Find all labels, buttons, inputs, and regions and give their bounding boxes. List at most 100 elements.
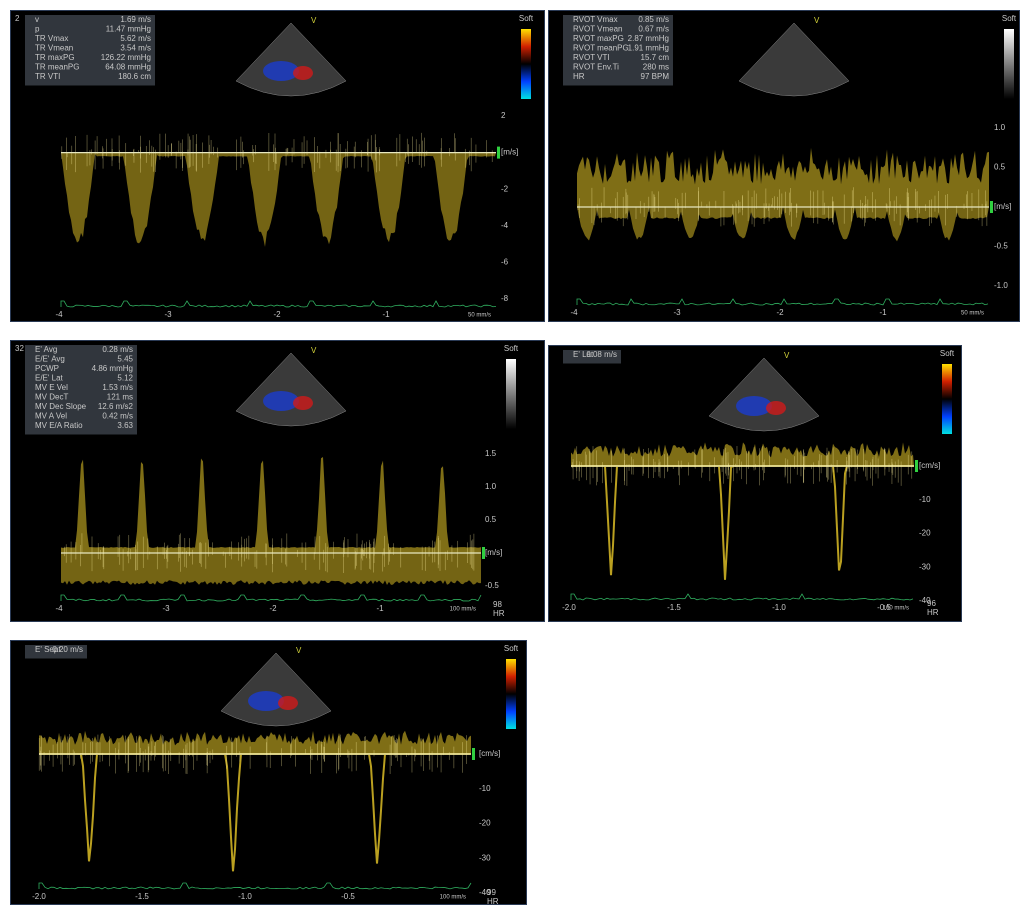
measurement-value: 5.62 m/s <box>120 34 151 43</box>
doppler-envelope <box>61 153 496 247</box>
measurement-value: 0.67 m/s <box>638 25 669 34</box>
color-flow <box>293 396 313 410</box>
y-tick-label: -30 <box>919 562 931 571</box>
screenshot: V2Softv1.69 m/sp11.47 mmHgTR Vmax5.62 m/… <box>0 0 1025 907</box>
sweep-speed: 100 mm/s <box>450 607 476 613</box>
panel-index: 2 <box>15 14 20 23</box>
measurement-label: TR VTI <box>35 72 60 81</box>
doppler-envelope <box>577 148 989 207</box>
measurement-label: RVOT Vmean <box>573 25 623 34</box>
y-tick-label: -1.0 <box>994 281 1008 290</box>
measurement-value: 1.69 m/s <box>120 15 151 24</box>
panel-index: 32 <box>15 344 24 353</box>
measurement-value: 12.6 m/s2 <box>98 402 134 411</box>
y-tick-label: -8 <box>501 294 509 303</box>
heart-rate-unit: HR <box>487 897 499 906</box>
measurement-label: MV A Vel <box>35 412 67 421</box>
y-tick-label: -0.5 <box>485 581 499 590</box>
baseline-marker <box>472 748 475 760</box>
measurement-label: E/E' Lat <box>35 374 64 383</box>
heart-rate: 96 <box>927 599 936 608</box>
ecg-trace <box>577 299 988 305</box>
heart-rate: 98 <box>493 600 502 609</box>
y-tick-label: [m/s] <box>485 548 502 557</box>
measurement-label: MV Dec Slope <box>35 402 87 411</box>
doppler-envelope <box>39 754 471 871</box>
measurement-value: 121 ms <box>107 393 133 402</box>
measurement-value: 0.28 m/s <box>102 345 133 354</box>
y-tick-label: 2 <box>501 111 506 120</box>
measurement-value: 180.6 cm <box>118 72 151 81</box>
measurement-value: 3.54 m/s <box>120 44 151 53</box>
x-tick-label: -3 <box>162 604 170 613</box>
ultrasound-sector <box>236 23 346 96</box>
mode-label: Soft <box>519 14 534 23</box>
color-bar <box>506 359 516 429</box>
ultrasound-sector <box>221 653 331 726</box>
measurement-label: TR meanPG <box>35 63 79 72</box>
measurement-label: RVOT maxPG <box>573 34 624 43</box>
measurement-label: v <box>35 15 39 24</box>
doppler-envelope <box>39 731 471 754</box>
baseline-marker <box>915 460 918 472</box>
panel-canvas: VSoftE' Lat0.08 m/s[cm/s]-10-20-30-40-2.… <box>549 346 963 623</box>
measurement-label: E/E' Avg <box>35 355 65 364</box>
y-tick-label: -2 <box>501 184 509 193</box>
ecg-trace <box>61 595 481 601</box>
y-tick-label: -20 <box>919 529 931 538</box>
color-flow <box>278 696 298 710</box>
view-label: V <box>296 646 302 655</box>
measurement-label: PCWP <box>35 364 59 373</box>
ultrasound-sector <box>709 358 819 431</box>
doppler-envelope <box>571 442 914 466</box>
sweep-speed: 100 mm/s <box>440 895 466 901</box>
y-tick-label: 1.0 <box>485 482 497 491</box>
x-tick-label: -1.5 <box>135 892 149 901</box>
y-tick-label: 0.5 <box>994 163 1006 172</box>
x-tick-label: -2 <box>776 308 784 317</box>
heart-rate-unit: HR <box>493 609 505 618</box>
ecg-trace <box>61 301 496 307</box>
color-bar <box>506 659 516 729</box>
measurement-label: RVOT VTI <box>573 53 610 62</box>
measurement-value: 5.12 <box>117 374 133 383</box>
y-tick-label: [m/s] <box>994 202 1011 211</box>
x-tick-label: -3 <box>164 310 172 319</box>
measurement-label: MV DecT <box>35 393 68 402</box>
y-tick-label: -10 <box>479 784 491 793</box>
measurement-label: TR Vmax <box>35 34 68 43</box>
echo-panel: V2Softv1.69 m/sp11.47 mmHgTR Vmax5.62 m/… <box>10 10 545 322</box>
measurement-label: RVOT Vmax <box>573 15 618 24</box>
x-tick-label: -3 <box>673 308 681 317</box>
x-tick-label: -1 <box>382 310 390 319</box>
x-tick-label: -4 <box>55 604 63 613</box>
measurement-label: RVOT meanPG <box>573 44 629 53</box>
measurement-value: 0.42 m/s <box>102 412 133 421</box>
x-tick-label: -1.0 <box>772 603 786 612</box>
y-tick-label: -20 <box>479 819 491 828</box>
sweep-speed: 50 mm/s <box>961 311 984 317</box>
ecg-trace <box>571 594 913 600</box>
x-tick-label: -0.5 <box>341 892 355 901</box>
heart-rate-unit: HR <box>927 608 939 617</box>
y-tick-label: [m/s] <box>501 148 518 157</box>
y-tick-label: -0.5 <box>994 242 1008 251</box>
measurement-value: 0.20 m/s <box>52 645 83 654</box>
measurement-value: 1.53 m/s <box>102 383 133 392</box>
measurement-label: TR Vmean <box>35 44 73 53</box>
measurement-value: 15.7 cm <box>641 53 670 62</box>
sweep-speed: 100 mm/s <box>883 606 909 612</box>
doppler-envelope <box>571 466 914 580</box>
doppler-envelope <box>61 553 481 585</box>
x-tick-label: -1.0 <box>238 892 252 901</box>
view-label: V <box>784 351 790 360</box>
doppler-envelope <box>61 457 481 553</box>
view-label: V <box>814 16 820 25</box>
panel-canvas: V32SoftE' Avg0.28 m/sE/E' Avg5.45PCWP4.8… <box>11 341 546 623</box>
x-tick-label: -4 <box>570 308 578 317</box>
y-tick-label: 1.0 <box>994 123 1006 132</box>
mode-label: Soft <box>940 349 955 358</box>
